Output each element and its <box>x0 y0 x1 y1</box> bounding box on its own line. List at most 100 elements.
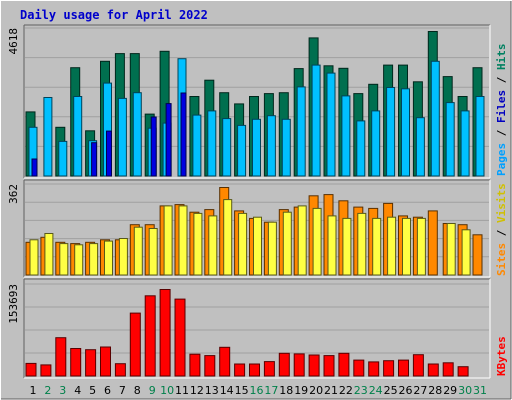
visits-bar-sites-day-20 <box>312 207 322 276</box>
hits-bar-files-day-29 <box>445 102 455 177</box>
hits-legend: Pages / Files / Hits <box>495 44 508 177</box>
visits-bar-sites-day-27 <box>416 217 426 276</box>
visits-bar-sites-day-3 <box>59 243 69 276</box>
visits-bar-sites-day-23 <box>357 212 367 276</box>
visits-ymax-label: 362 <box>7 184 20 204</box>
visits-bar-sites-day-25 <box>387 216 397 276</box>
kbytes-bar-kbytes-day-11 <box>174 298 186 377</box>
visits-bar-sites-day-24 <box>372 217 382 276</box>
hits-bar-files-day-16 <box>252 118 261 177</box>
sites-visits-panel <box>23 179 491 278</box>
kbytes-bar-kbytes-day-8 <box>129 312 141 377</box>
kbytes-bar-kbytes-day-3 <box>55 337 67 377</box>
hits-bar-files-day-20 <box>311 64 321 177</box>
visits-legend-part: / <box>495 223 508 243</box>
x-label-day-4: 4 <box>74 384 81 397</box>
hits-bar-files-day-21 <box>326 72 336 177</box>
hits-bar-files-day-22 <box>341 95 351 177</box>
hits-bar-files-day-27 <box>415 117 425 177</box>
visits-bar-sites-day-7 <box>118 238 128 276</box>
x-label-day-15: 15 <box>235 384 249 397</box>
x-label-day-12: 12 <box>190 384 204 397</box>
visits-bar-visits-day-28 <box>427 210 438 276</box>
x-label-day-14: 14 <box>220 384 234 397</box>
x-label-day-24: 24 <box>369 384 383 397</box>
x-label-day-11: 11 <box>175 384 189 397</box>
kbytes-bar-kbytes-day-17 <box>263 361 275 377</box>
hits-bar-files-day-31 <box>475 96 485 177</box>
x-label-day-30: 30 <box>458 384 472 397</box>
x-label-day-13: 13 <box>205 384 219 397</box>
kbytes-bar-kbytes-day-28 <box>427 363 439 377</box>
visits-bar-sites-day-14 <box>223 199 233 276</box>
visits-bar-visits-day-31 <box>472 234 483 276</box>
visits-bar-sites-day-9 <box>148 228 158 276</box>
kbytes-bar-kbytes-day-26 <box>398 359 409 377</box>
x-label-day-2: 2 <box>44 384 51 397</box>
hits-legend-part: Pages <box>495 143 508 176</box>
kbytes-bar-kbytes-day-13 <box>204 355 216 377</box>
hits-bar-files-day-13 <box>207 110 217 177</box>
hits-bar-pages-day-5 <box>91 142 98 177</box>
hits-bar-files-day-23 <box>356 120 366 177</box>
hits-legend-part: / <box>495 70 508 90</box>
x-label-day-6: 6 <box>104 384 111 397</box>
kbytes-legend-part: KBytes <box>495 336 508 376</box>
x-label-day-10: 10 <box>160 384 174 397</box>
hits-bar-files-day-2 <box>43 97 53 177</box>
kbytes-ymax-label: 153693 <box>7 284 20 324</box>
kbytes-bar-kbytes-day-15 <box>234 363 246 377</box>
kbytes-bar-kbytes-day-19 <box>293 353 305 377</box>
kbytes-bar-kbytes-day-10 <box>159 289 171 377</box>
visits-bar-sites-day-26 <box>402 217 411 276</box>
kbytes-bar-kbytes-day-2 <box>40 364 52 377</box>
x-label-day-23: 23 <box>354 384 368 397</box>
hits-bar-pages-day-11 <box>180 92 187 177</box>
hits-bar-files-day-19 <box>296 86 306 177</box>
kbytes-bars <box>25 289 469 377</box>
visits-bar-sites-day-10 <box>163 205 173 276</box>
visits-bars <box>25 187 483 276</box>
chart-title: Daily usage for April 2022 <box>20 8 208 22</box>
x-label-day-28: 28 <box>428 384 442 397</box>
visits-bar-sites-day-11 <box>178 205 188 276</box>
x-label-day-25: 25 <box>384 384 398 397</box>
y-axis-max-labels: 4618 362 153693 <box>7 28 20 324</box>
visits-bar-sites-day-17 <box>267 221 277 276</box>
x-label-day-22: 22 <box>339 384 353 397</box>
kbytes-bar-kbytes-day-18 <box>278 352 290 377</box>
x-label-day-16: 16 <box>250 384 264 397</box>
kbytes-bar-kbytes-day-9 <box>144 295 156 377</box>
hits-bar-pages-day-6 <box>106 130 112 177</box>
x-label-day-27: 27 <box>413 384 427 397</box>
kbytes-bar-kbytes-day-25 <box>383 360 395 377</box>
kbytes-bar-kbytes-day-12 <box>189 353 201 377</box>
visits-bar-sites-day-30 <box>461 229 471 276</box>
kbytes-bar-kbytes-day-1 <box>25 362 37 377</box>
x-label-day-8: 8 <box>134 384 141 397</box>
visits-bar-sites-day-6 <box>104 240 113 276</box>
x-label-day-19: 19 <box>294 384 308 397</box>
hits-bar-files-day-4 <box>73 96 83 177</box>
kbytes-bar-kbytes-day-6 <box>100 346 111 377</box>
x-label-day-21: 21 <box>324 384 338 397</box>
visits-bar-sites-day-21 <box>327 215 337 276</box>
visits-bar-sites-day-5 <box>89 243 99 276</box>
kbytes-panel <box>23 278 491 379</box>
x-label-day-18: 18 <box>279 384 293 397</box>
hits-bar-files-day-17 <box>266 115 276 177</box>
kbytes-bar-kbytes-day-29 <box>442 362 454 377</box>
x-label-day-17: 17 <box>264 384 278 397</box>
x-label-day-31: 31 <box>473 384 487 397</box>
hits-legend-part: / <box>495 123 508 143</box>
hits-ymax-label: 4618 <box>7 28 20 55</box>
hits-bar-files-day-30 <box>460 110 470 177</box>
hits-bar-files-day-14 <box>222 118 232 177</box>
visits-bar-sites-day-29 <box>446 223 456 276</box>
visits-bar-sites-day-15 <box>238 212 248 276</box>
kbytes-bar-kbytes-day-5 <box>85 349 97 377</box>
kbytes-bar-kbytes-day-16 <box>249 363 260 377</box>
hits-bar-files-day-28 <box>430 60 440 177</box>
hits-bar-pages-day-10 <box>165 103 172 177</box>
